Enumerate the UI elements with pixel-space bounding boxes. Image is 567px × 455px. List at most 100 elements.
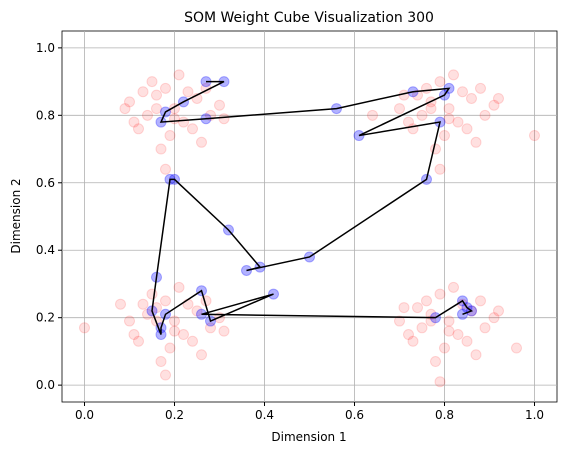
point: [488, 312, 500, 324]
point: [398, 302, 410, 314]
point: [475, 295, 486, 307]
point: [475, 82, 486, 94]
point: [160, 369, 171, 381]
point: [178, 116, 189, 128]
point: [205, 322, 216, 334]
point: [452, 329, 464, 341]
y-tick-label: 0.8: [36, 108, 55, 122]
point: [187, 123, 198, 135]
point: [128, 116, 140, 128]
point: [434, 376, 446, 388]
x-tick-label: 1.0: [525, 408, 544, 422]
point: [124, 315, 135, 327]
point: [214, 99, 225, 111]
point: [434, 288, 446, 300]
x-tick-label: 0.6: [345, 408, 364, 422]
point: [470, 136, 482, 148]
point: [479, 322, 491, 334]
point: [142, 109, 153, 121]
point: [448, 281, 459, 293]
point: [146, 76, 158, 88]
plot-frame: [61, 30, 558, 403]
point: [367, 109, 378, 121]
point: [196, 136, 207, 148]
point: [160, 163, 171, 175]
point: [443, 325, 455, 337]
point: [218, 325, 230, 337]
point: [412, 89, 423, 101]
point: [146, 288, 158, 300]
point: [128, 329, 140, 341]
point: [115, 298, 126, 310]
point: [448, 69, 459, 81]
point: [403, 329, 414, 341]
point: [169, 315, 180, 327]
point: [169, 113, 180, 125]
point: [443, 103, 455, 115]
point: [416, 322, 428, 334]
point: [182, 86, 194, 98]
y-tick-label: 0.4: [36, 243, 55, 257]
point: [430, 356, 441, 368]
point: [173, 281, 185, 293]
point: [421, 82, 432, 94]
point: [403, 116, 414, 128]
point: [164, 130, 176, 142]
point: [434, 163, 446, 175]
point: [394, 103, 405, 115]
point: [439, 342, 450, 354]
point: [407, 335, 419, 347]
point: [137, 298, 149, 310]
point: [155, 356, 167, 368]
point: [178, 329, 189, 341]
point: [151, 302, 162, 314]
point: [218, 113, 230, 125]
x-axis-label: Dimension 1: [271, 430, 346, 444]
point: [511, 342, 522, 354]
x-tick-label: 0.8: [435, 408, 454, 422]
chart-title: SOM Weight Cube Visualization 300: [184, 10, 434, 26]
point: [461, 123, 473, 135]
point: [119, 103, 131, 115]
point: [173, 69, 185, 81]
x-tick-label: 0.0: [75, 408, 94, 422]
point: [187, 335, 198, 347]
point: [133, 123, 144, 135]
point: [182, 298, 194, 310]
point: [160, 82, 171, 94]
point: [196, 349, 207, 361]
y-tick-label: 1.0: [36, 41, 55, 55]
point: [155, 143, 167, 155]
point: [443, 113, 455, 125]
y-tick-label: 0.6: [36, 176, 55, 190]
point: [394, 315, 405, 327]
point: [452, 116, 464, 128]
point: [412, 302, 423, 314]
point: [425, 103, 437, 115]
point: [434, 76, 446, 88]
point: [470, 349, 482, 361]
point: [160, 295, 171, 307]
point: [79, 322, 90, 334]
point: [439, 130, 450, 142]
point: [124, 96, 135, 108]
point: [488, 99, 500, 111]
point: [137, 86, 149, 98]
point: [493, 92, 504, 104]
point: [466, 92, 477, 104]
point: [133, 335, 144, 347]
point: [443, 315, 455, 327]
point: [151, 89, 162, 101]
y-tick-label: 0.0: [36, 378, 55, 392]
y-axis-label: Dimension 2: [9, 178, 23, 253]
y-tick-label: 0.2: [36, 311, 55, 325]
point: [430, 143, 441, 155]
point: [479, 109, 491, 121]
point: [416, 109, 428, 121]
point: [461, 335, 473, 347]
point: [151, 103, 162, 115]
som-line: [151, 80, 474, 335]
point: [425, 315, 437, 327]
point: [191, 305, 203, 317]
